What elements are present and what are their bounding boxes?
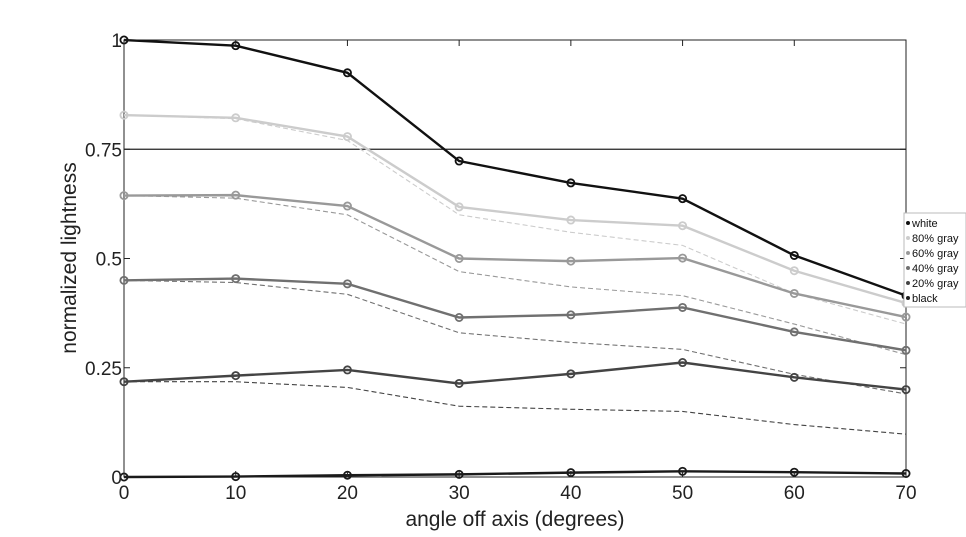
data-point xyxy=(566,215,576,225)
x-tick-label: 10 xyxy=(225,483,246,504)
y-axis-ticks: 0 0.25 0.5 0.75 1 xyxy=(85,31,906,489)
legend-label: black xyxy=(912,293,938,305)
data-point xyxy=(119,377,129,387)
series-40-gray xyxy=(119,274,911,355)
data-point xyxy=(454,202,464,212)
data-point xyxy=(566,310,576,320)
data-point xyxy=(678,221,688,231)
data-point xyxy=(342,279,352,289)
data-point xyxy=(678,194,688,204)
x-tick-label: 50 xyxy=(672,483,693,504)
dashed-line-20-gray xyxy=(124,381,907,435)
data-point xyxy=(231,190,241,200)
legend-marker xyxy=(906,266,910,270)
legend-marker xyxy=(906,236,910,240)
series-line xyxy=(123,277,907,352)
data-point xyxy=(789,372,799,382)
legend-marker xyxy=(906,281,910,285)
data-point xyxy=(678,253,688,263)
x-axis-ticks: 0 10 20 30 40 50 60 70 xyxy=(119,40,917,504)
data-point xyxy=(789,266,799,276)
y-tick-label: 1 xyxy=(111,31,122,52)
data-point xyxy=(566,369,576,379)
data-point xyxy=(119,110,129,120)
data-point xyxy=(231,113,241,123)
legend-box xyxy=(903,212,966,308)
legend-label: 40% gray xyxy=(912,263,959,275)
dashed-line-40-gray xyxy=(123,279,907,395)
data-point xyxy=(119,191,129,201)
data-point xyxy=(566,178,576,188)
legend-label: 20% gray xyxy=(912,278,959,290)
x-axis-title: angle off axis (degrees) xyxy=(405,508,624,531)
y-axis-title: normalized lightness xyxy=(58,162,81,353)
data-point xyxy=(789,288,799,298)
data-point xyxy=(789,250,799,260)
y-tick-label: 0.75 xyxy=(85,140,122,161)
legend-label: 80% gray xyxy=(912,233,959,245)
data-point xyxy=(454,156,464,166)
plot-area xyxy=(123,39,907,478)
data-point xyxy=(901,312,911,322)
data-point xyxy=(342,68,352,78)
x-tick-label: 40 xyxy=(560,483,581,504)
y-tick-label: 0.5 xyxy=(96,250,122,271)
series-line xyxy=(123,470,907,479)
legend-label: 60% gray xyxy=(912,248,959,260)
dashed-series-layer xyxy=(123,114,907,435)
data-point xyxy=(231,274,241,284)
series-60-gray xyxy=(119,190,911,322)
x-tick-label: 70 xyxy=(895,483,916,504)
data-point xyxy=(342,201,352,211)
y-tick-label: 0.25 xyxy=(85,359,122,380)
x-tick-label: 0 xyxy=(119,483,130,504)
data-point xyxy=(678,302,688,312)
legend: white 80% gray 60% gray 40% gray 20% gray bla… xyxy=(903,212,966,308)
legend-label: white xyxy=(911,218,938,230)
data-point xyxy=(119,275,129,285)
data-point xyxy=(566,256,576,266)
data-point xyxy=(342,365,352,375)
legend-marker xyxy=(906,296,910,300)
x-tick-label: 60 xyxy=(784,483,805,504)
data-point xyxy=(454,253,464,263)
series-line xyxy=(123,38,907,297)
x-tick-label: 30 xyxy=(449,483,470,504)
series-line xyxy=(123,113,907,305)
series-layer xyxy=(119,35,911,482)
x-tick-label: 20 xyxy=(337,483,358,504)
data-point xyxy=(901,345,911,355)
legend-marker xyxy=(906,221,910,225)
series-line xyxy=(123,193,907,319)
dashed-line-80-gray xyxy=(123,114,907,325)
plot-frame xyxy=(123,39,907,478)
data-point xyxy=(901,385,911,395)
dashed-line-60-gray xyxy=(123,195,907,356)
series-line xyxy=(123,361,907,391)
data-point xyxy=(231,371,241,381)
legend-marker xyxy=(906,251,910,255)
series-black xyxy=(119,466,911,482)
data-point xyxy=(342,132,352,142)
data-point xyxy=(454,312,464,322)
series-20-gray xyxy=(119,358,911,395)
data-point xyxy=(454,378,464,388)
series-80-gray xyxy=(119,110,911,308)
data-point xyxy=(454,469,464,479)
data-point xyxy=(789,327,799,337)
y-tick-label: 0 xyxy=(111,468,122,489)
data-point xyxy=(678,358,688,368)
